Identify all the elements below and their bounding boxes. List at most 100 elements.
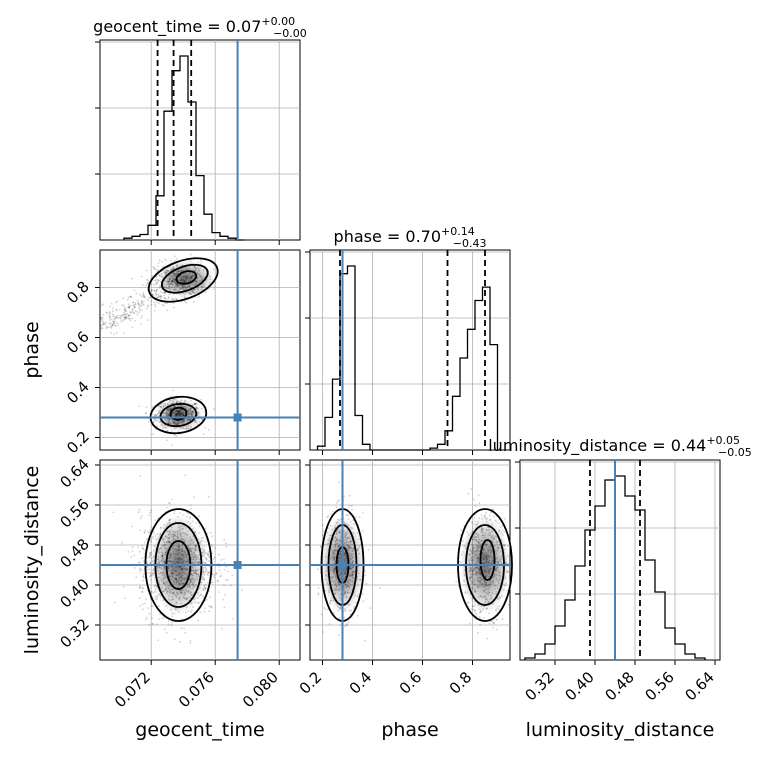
scatter-point (102, 322, 105, 324)
scatter-point (189, 516, 192, 518)
scatter-point (147, 305, 150, 308)
panel-distance-hist (519, 459, 721, 661)
scatter-point (167, 297, 170, 300)
scatter-point (100, 327, 103, 329)
scatter-point (115, 308, 118, 311)
scatter-point (327, 515, 330, 518)
scatter-point (113, 315, 115, 317)
scatter-point (128, 317, 130, 320)
scatter-point (151, 293, 154, 296)
scatter-point (470, 521, 473, 524)
scatter-point (501, 618, 504, 620)
scatter-point (158, 605, 160, 607)
scatter-point (141, 603, 144, 606)
scatter-point (210, 606, 213, 608)
scatter-point (145, 269, 148, 272)
scatter-point (339, 624, 342, 626)
scatter-point (114, 324, 116, 327)
scatter-point (124, 310, 127, 312)
scatter-point (158, 302, 160, 305)
scatter-point (193, 496, 195, 498)
scatter-point (469, 622, 471, 625)
scatter-point (227, 570, 229, 573)
scatter-point (479, 623, 482, 626)
scatter-point (350, 609, 353, 612)
scatter-point (156, 301, 159, 303)
scatter-point (101, 327, 104, 330)
scatter-point (512, 529, 514, 531)
scatter-point (201, 418, 204, 421)
scatter-point (110, 302, 113, 305)
scatter-point (351, 508, 353, 511)
scatter-point (120, 321, 123, 323)
scatter-point (143, 531, 146, 533)
scatter-point (497, 522, 500, 525)
scatter-point (133, 304, 136, 306)
panel-distance-vs-phase (309, 459, 511, 661)
scatter-point (225, 545, 228, 548)
scatter-point (146, 566, 148, 568)
y-tick-label: 0.6 (63, 328, 93, 358)
scatter-point (141, 515, 143, 517)
scatter-point (467, 602, 469, 604)
scatter-point (159, 613, 162, 616)
scatter-point (124, 316, 127, 319)
scatter-point (164, 302, 167, 305)
scatter-point (230, 584, 232, 587)
scatter-point (345, 514, 348, 516)
scatter-point (205, 598, 208, 601)
scatter-point (474, 609, 476, 612)
scatter-point (116, 300, 119, 302)
scatter-point (195, 522, 198, 525)
scatter-point (348, 494, 351, 497)
xlabel-phase: phase (381, 719, 438, 741)
scatter-point (364, 570, 366, 572)
scatter-point (129, 295, 132, 298)
scatter-point (211, 535, 213, 538)
scatter-point (483, 514, 486, 517)
scatter-point (492, 626, 494, 629)
scatter-point (165, 259, 167, 262)
scatter-point (338, 617, 340, 620)
scatter-point (142, 547, 144, 549)
scatter-point (171, 615, 174, 618)
histogram-geocent-time (123, 55, 244, 241)
scatter-point (159, 294, 161, 297)
scatter-point (156, 282, 158, 285)
title-luminosity-distance: luminosity_distance = 0.44+0.05 −0.05 (488, 434, 752, 459)
scatter-point (326, 516, 329, 519)
scatter-point (106, 311, 108, 314)
scatter-point (151, 535, 154, 538)
scatter-point (478, 502, 481, 505)
scatter-point (459, 534, 462, 536)
scatter-point (184, 474, 187, 477)
ylabel-luminosity-distance: luminosity_distance (21, 466, 43, 655)
scatter-point (470, 488, 472, 490)
scatter-point (207, 553, 210, 556)
scatter-point (496, 618, 498, 621)
scatter-point (158, 286, 161, 289)
scatter-point (139, 305, 142, 308)
scatter-point (120, 315, 123, 318)
scatter-point (189, 517, 191, 520)
scatter-point (209, 596, 212, 598)
scatter-point (156, 425, 159, 428)
scatter-point (123, 597, 126, 600)
scatter-point (122, 304, 125, 307)
scatter-point (130, 311, 132, 313)
scatter-point (102, 323, 105, 326)
scatter-point (153, 289, 156, 292)
scatter-point (105, 311, 108, 314)
scatter-point (173, 255, 176, 258)
scatter-point (109, 312, 111, 315)
scatter-point (209, 531, 212, 534)
scatter-point (151, 413, 154, 416)
scatter-point (167, 620, 170, 622)
scatter-point (116, 309, 118, 312)
scatter-point (123, 306, 126, 309)
scatter-point (365, 582, 368, 585)
scatter-point (133, 312, 136, 315)
scatter-point (145, 412, 147, 415)
scatter-point (155, 288, 158, 291)
scatter-point (219, 575, 222, 578)
